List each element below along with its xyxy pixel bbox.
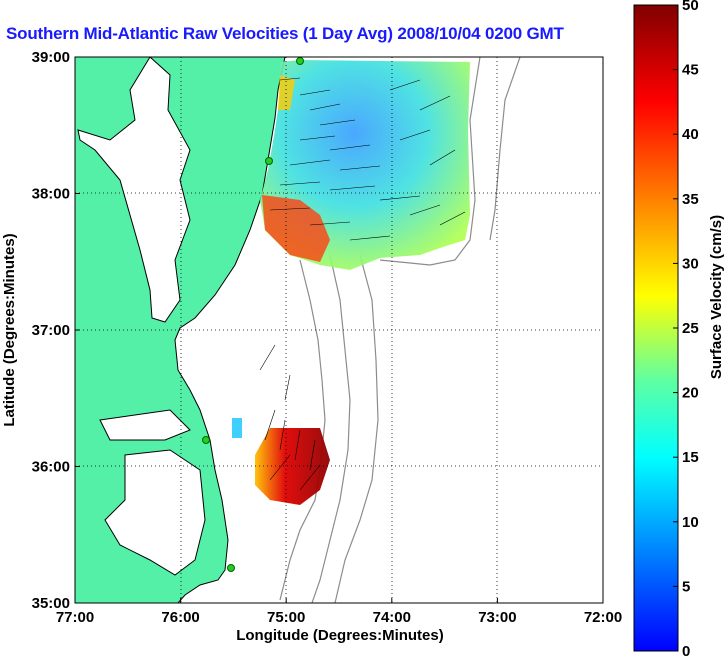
y-tick-label: 35:00 (32, 595, 70, 612)
pamlico-sound (104, 449, 206, 576)
colorbar-tick-label: 25 (682, 320, 699, 337)
station-marker (202, 436, 210, 444)
colorbar-label: Surface Velocity (cm/s) (708, 215, 724, 379)
colorbar-tick-label: 15 (682, 449, 699, 466)
x-tick-label: 74:00 (373, 609, 411, 626)
colorbar-tick-label: 45 (682, 62, 699, 79)
albemarle-sound (99, 409, 191, 441)
velocity-hotspot-coast (278, 75, 295, 110)
velocity-vectors (259, 77, 466, 491)
colorbar (633, 4, 679, 652)
colorbar-tick-label: 5 (682, 578, 690, 595)
colorbar-tick-label: 10 (682, 514, 699, 531)
colorbar-tick-label: 35 (682, 191, 699, 208)
y-tick-label: 36:00 (32, 459, 70, 476)
station-marker (227, 564, 235, 572)
velocity-hotspot-north (262, 195, 330, 262)
station-marker (296, 57, 304, 65)
colorbar-tick-label: 30 (682, 255, 699, 272)
y-tick-label: 38:00 (32, 186, 70, 203)
chesapeake-bay (77, 57, 191, 323)
colorbar-tick-label: 0 (682, 643, 690, 659)
grid-lines (75, 57, 603, 603)
colorbar-tick-label: 50 (682, 0, 699, 14)
station-marker (265, 157, 273, 165)
x-tick-label: 72:00 (584, 609, 622, 626)
chart-title: Southern Mid-Atlantic Raw Velocities (1 … (6, 24, 564, 43)
x-tick-label: 75:00 (267, 609, 305, 626)
x-tick-label: 76:00 (161, 609, 199, 626)
colorbar-tick-label: 20 (682, 385, 699, 402)
velocity-field-south (255, 428, 330, 505)
y-axis-label: Latitude (Degrees:Minutes) (1, 233, 18, 426)
x-axis-label: Longitude (Degrees:Minutes) (236, 627, 444, 644)
y-tick-label: 37:00 (32, 322, 70, 339)
x-tick-label: 73:00 (478, 609, 516, 626)
x-tick-label: 77:00 (56, 609, 94, 626)
colorbar-tick-label: 40 (682, 126, 699, 143)
velocity-patch-small (232, 418, 242, 438)
y-tick-label: 39:00 (32, 49, 70, 66)
